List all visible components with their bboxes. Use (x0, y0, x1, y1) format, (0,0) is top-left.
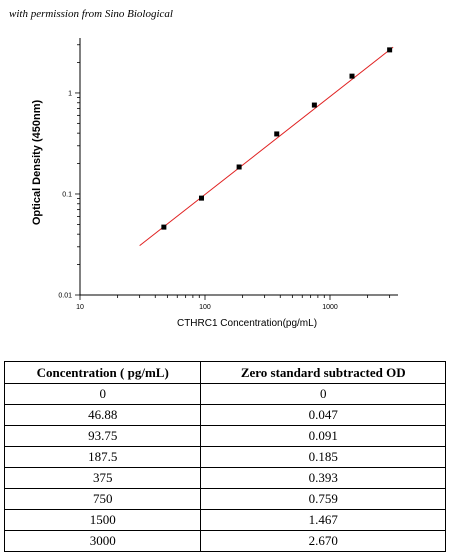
table-header-row: Concentration ( pg/mL) Zero standard sub… (3, 361, 446, 384)
table-cell: 46.88 (3, 404, 202, 426)
x-tick-label: 1000 (322, 304, 338, 311)
table-cell: 0.759 (200, 488, 446, 510)
table-cell: 1500 (3, 509, 202, 531)
table-row: 375 0.393 (3, 467, 446, 489)
y-tick-label: 0.01 (58, 293, 72, 300)
fit-line-group (139, 46, 394, 247)
table-cell: 0.185 (200, 446, 446, 468)
table-cell: 1.467 (200, 509, 446, 531)
table-cell: 93.75 (3, 425, 202, 447)
standard-curve-chart: 10 100 1000 0.01 0.1 1 CTHRC1 Concentration(p… (31, 38, 398, 329)
x-tick-label: 100 (199, 304, 211, 311)
data-points-group (161, 47, 393, 230)
table-row: 187.5 0.185 (3, 446, 446, 468)
table-cell: 0.091 (200, 425, 446, 447)
table-cell: 750 (3, 488, 202, 510)
column-header-concentration: Concentration ( pg/mL) (3, 361, 202, 384)
data-point (236, 164, 242, 170)
y-tick-label: 1 (68, 90, 72, 97)
table-cell: 187.5 (3, 446, 202, 468)
fit-line (139, 46, 394, 247)
data-point (311, 102, 317, 108)
data-point (161, 224, 167, 230)
table-cell: 0.047 (200, 404, 446, 426)
data-point (198, 195, 204, 201)
standard-data-table: Concentration ( pg/mL) Zero standard sub… (3, 361, 446, 552)
table-row: 750 0.759 (3, 488, 446, 510)
table-row: 46.88 0.047 (3, 404, 446, 426)
x-tick-label: 10 (76, 304, 84, 311)
table-cell: 2.670 (200, 530, 446, 552)
table-row: 3000 2.670 (3, 530, 446, 552)
column-header-od: Zero standard subtracted OD (200, 361, 446, 384)
table-row: 93.75 0.091 (3, 425, 446, 447)
table-cell: 0 (200, 383, 446, 405)
table-cell: 3000 (3, 530, 202, 552)
permission-credit: with permission from Sino Biological (9, 8, 173, 20)
table-row: 1500 1.467 (3, 509, 446, 531)
data-point (274, 131, 280, 137)
chart-ticks: 10 100 1000 0.01 0.1 1 (58, 44, 391, 311)
table-cell: 0 (3, 383, 202, 405)
chart-axes (79, 38, 398, 296)
table-cell: 375 (3, 467, 202, 489)
data-point (349, 73, 355, 79)
y-tick-label: 0.1 (62, 191, 72, 198)
data-point (387, 47, 393, 53)
y-axis-label: Optical Density (450nm) (31, 100, 43, 226)
table-cell: 0.393 (200, 467, 446, 489)
x-axis-label: CTHRC1 Concentration(pg/mL) (177, 318, 317, 329)
